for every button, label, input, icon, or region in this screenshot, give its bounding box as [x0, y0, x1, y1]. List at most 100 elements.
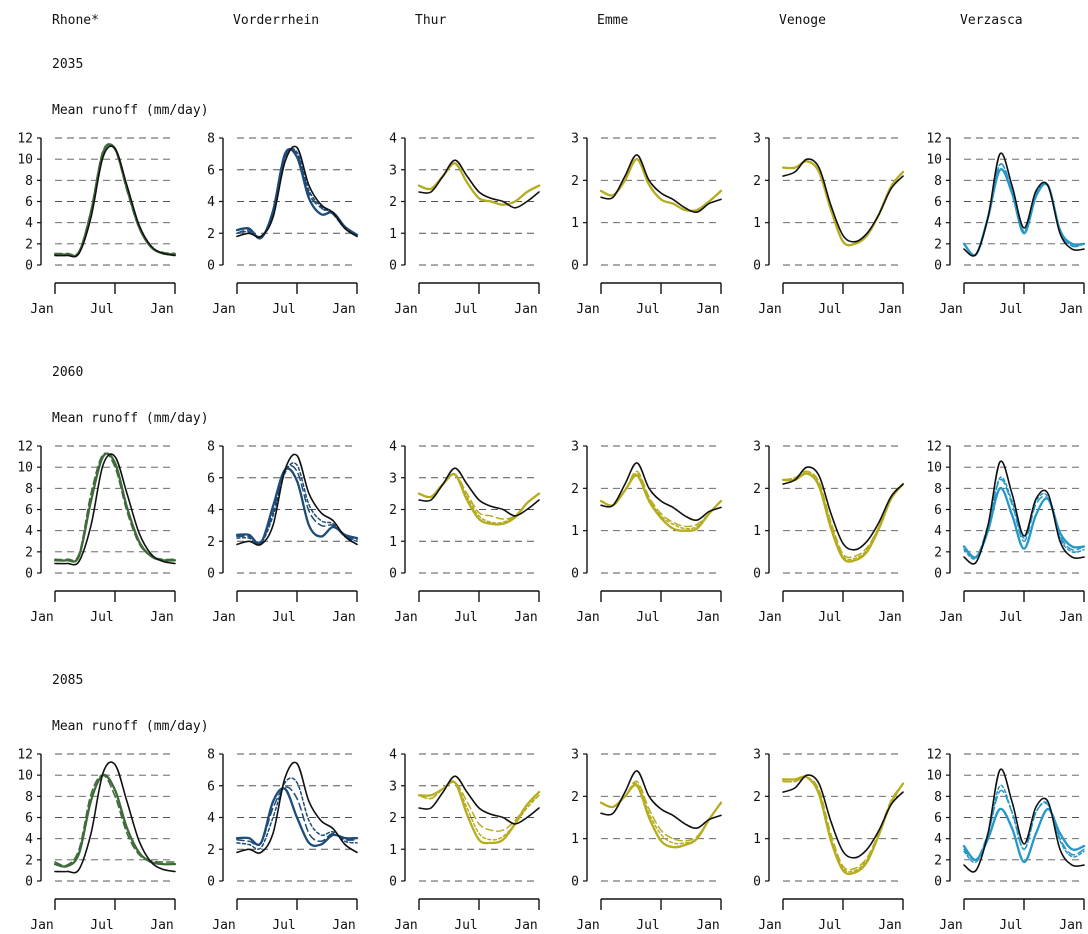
y-tick-label: 2 — [389, 503, 397, 518]
y-tick-label: 2 — [934, 237, 942, 252]
series-scenario-dotted — [418, 473, 540, 524]
series-scenario-dotted — [236, 462, 358, 545]
series-scenario-dotted — [54, 143, 176, 257]
x-tick-label: Jul — [636, 610, 659, 625]
y-tick-label: 3 — [571, 132, 579, 147]
x-tick-label: Jul — [272, 918, 295, 933]
x-tick-label: Jan — [696, 610, 719, 625]
panel-emme-2060: 0 1 2 3 Jan Jul Jan — [571, 440, 723, 625]
series-reference — [600, 154, 722, 214]
panel-thur-2035: 0 1 2 3 4 Jan Jul Jan — [389, 132, 541, 317]
year-label-2085: 2085 — [52, 673, 83, 688]
x-tick-label: Jan — [758, 610, 781, 625]
year-label-2035: 2035 — [52, 57, 83, 72]
x-tick-label: Jul — [636, 302, 659, 317]
panel-venoge-2060: 0 1 2 3 Jan Jul Jan — [753, 440, 905, 625]
river-header-rhone: Rhone* — [52, 13, 99, 28]
x-tick-label: Jan — [758, 302, 781, 317]
series-scenario-dashed — [782, 160, 904, 247]
series-reference — [418, 159, 540, 209]
x-tick-label: Jan — [150, 610, 173, 625]
y-tick-label: 2 — [571, 174, 579, 189]
y-tick-label: 0 — [571, 567, 579, 582]
river-header-vorderrhein: Vorderrhein — [233, 13, 319, 28]
y-tick-label: 8 — [934, 174, 942, 189]
y-tick-label: 12 — [17, 132, 33, 147]
x-tick-label: Jan — [576, 918, 599, 933]
series-scenario-dashed — [782, 776, 904, 871]
panel-verzasca-2060: 0 2 4 6 8 10 12 Jan Jul Jan — [926, 440, 1086, 625]
panel-thur-2085: 0 1 2 3 4 Jan Jul Jan — [389, 748, 541, 933]
y-tick-label: 0 — [934, 567, 942, 582]
y-tick-label: 0 — [389, 259, 397, 274]
x-tick-label: Jan — [878, 610, 901, 625]
y-tick-label: 2 — [207, 843, 215, 858]
x-tick-label: Jul — [818, 918, 841, 933]
y-tick-label: 10 — [17, 461, 33, 476]
x-tick-label: Jan — [30, 302, 53, 317]
y-tick-label: 8 — [25, 174, 33, 189]
y-tick-label: 4 — [934, 832, 942, 847]
series-scenario-dotted — [600, 782, 722, 845]
y-tick-label: 2 — [753, 174, 761, 189]
y-tick-label: 1 — [753, 216, 761, 231]
y-tick-label: 0 — [25, 567, 33, 582]
x-tick-label: Jan — [1059, 302, 1082, 317]
x-tick-label: Jan — [394, 918, 417, 933]
panel-vorderrhein-2060: 0 2 4 6 8 Jan Jul Jan — [207, 440, 359, 625]
y-tick-label: 2 — [753, 790, 761, 805]
y-tick-label: 12 — [926, 748, 942, 763]
y-tick-label: 1 — [753, 832, 761, 847]
y-tick-label: 0 — [207, 875, 215, 890]
series-scenario-dashed — [963, 789, 1085, 861]
series-scenario-median — [781, 160, 905, 247]
panel-rhone-2060: 0 2 4 6 8 10 12 Jan Jul Jan — [17, 440, 177, 625]
series-scenario-dashed — [963, 163, 1085, 257]
y-tick-label: 8 — [207, 748, 215, 763]
y-tick-label: 8 — [207, 440, 215, 455]
x-tick-label: Jan — [939, 918, 962, 933]
y-tick-label: 8 — [25, 482, 33, 497]
y-tick-label: 4 — [389, 132, 397, 147]
y-tick-label: 12 — [926, 440, 942, 455]
y-tick-label: 12 — [926, 132, 942, 147]
y-tick-label: 10 — [17, 153, 33, 168]
ylabel-2060: Mean runoff (mm/day) — [52, 411, 209, 426]
x-tick-label: Jan — [696, 918, 719, 933]
panel-vorderrhein-2085: 0 2 4 6 8 Jan Jul Jan — [207, 748, 359, 933]
y-tick-label: 8 — [934, 482, 942, 497]
x-tick-label: Jul — [999, 918, 1022, 933]
y-tick-label: 6 — [934, 195, 942, 210]
panel-emme-2035: 0 1 2 3 Jan Jul Jan — [571, 132, 723, 317]
x-tick-label: Jan — [576, 610, 599, 625]
x-tick-label: Jan — [514, 610, 537, 625]
y-tick-label: 1 — [571, 524, 579, 539]
y-tick-label: 8 — [934, 790, 942, 805]
x-tick-label: Jan — [696, 302, 719, 317]
series-scenario-dotted — [418, 781, 540, 841]
river-header-emme: Emme — [597, 13, 628, 28]
series-scenario-dashed — [236, 464, 358, 544]
panel-emme-2085: 0 1 2 3 Jan Jul Jan — [571, 748, 723, 933]
x-tick-label: Jan — [332, 302, 355, 317]
y-tick-label: 2 — [207, 227, 215, 242]
y-tick-label: 4 — [25, 832, 33, 847]
panel-rhone-2085: 0 2 4 6 8 10 12 Jan Jul Jan — [17, 748, 177, 933]
y-tick-label: 10 — [926, 769, 942, 784]
series-scenario-dotted — [54, 774, 176, 868]
panel-venoge-2085: 0 1 2 3 Jan Jul Jan — [753, 748, 905, 933]
series-reference — [782, 774, 904, 859]
series-reference — [418, 467, 540, 517]
y-tick-label: 0 — [389, 875, 397, 890]
series-scenario-dashed — [236, 786, 358, 846]
series-scenario-dashed — [236, 148, 358, 238]
series-scenario-dotted — [236, 147, 358, 238]
y-tick-label: 2 — [571, 790, 579, 805]
y-tick-label: 4 — [389, 748, 397, 763]
series-scenario-dashed — [54, 452, 176, 562]
x-tick-label: Jul — [454, 918, 477, 933]
y-tick-label: 0 — [753, 567, 761, 582]
y-tick-label: 2 — [207, 535, 215, 550]
series-scenario-median — [599, 783, 723, 849]
